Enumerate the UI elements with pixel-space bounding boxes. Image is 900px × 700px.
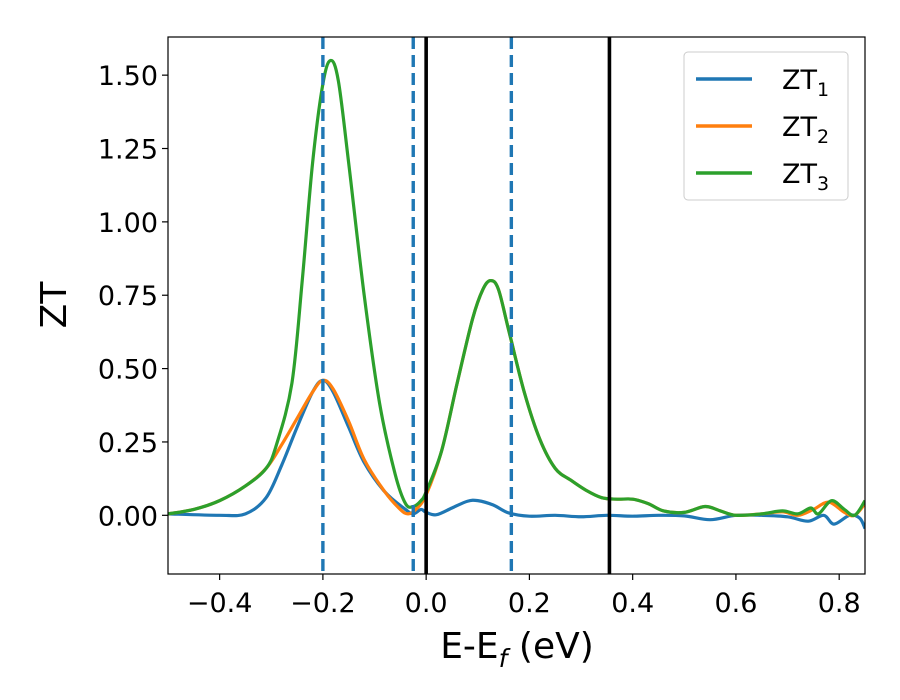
x-axis-label: E-Ef (eV) (440, 626, 594, 673)
y-tick-label: 1.25 (98, 135, 158, 166)
x-tick-label: 0.2 (508, 588, 551, 619)
plot-lines-layer (168, 58, 865, 530)
x-tick-label: 0.0 (405, 588, 448, 619)
x-tick-label: 0.8 (818, 588, 861, 619)
plot-area-frame (167, 36, 866, 575)
y-tick-label: 0.75 (98, 281, 158, 312)
x-tick-label: 0.4 (611, 588, 654, 619)
legend-label-zt3: ZT3 (782, 159, 829, 195)
x-tick-label: −0.2 (290, 588, 356, 619)
axis-ticks-layer: −0.4 −0.2 0.0 0.2 0.4 0.6 0.8 0.00 0.25 0.50 0.75 1… (98, 61, 861, 619)
y-axis-label: ZT (34, 281, 75, 329)
series-line-zt3 (168, 58, 865, 518)
y-tick-label: 1.50 (98, 61, 158, 92)
series-line-zt2 (168, 278, 865, 518)
vertical-markers-layer (321, 37, 612, 574)
legend-items: ZT1 ZT2 ZT3 (696, 65, 829, 195)
x-tick-label: 0.6 (714, 588, 757, 619)
y-tick-label: 0.00 (98, 501, 158, 532)
y-tick-label: 0.50 (98, 355, 158, 386)
legend: ZT1 ZT2 ZT3 (683, 51, 849, 201)
y-tick-label: 1.00 (98, 208, 158, 239)
legend-box (683, 51, 849, 201)
legend-label-zt1: ZT1 (782, 65, 829, 101)
y-tick-label: 0.25 (98, 428, 158, 459)
x-axis-label-main: E-E (440, 626, 498, 667)
x-axis-label-unit: (eV) (507, 626, 593, 667)
x-tick-label: −0.4 (187, 588, 253, 619)
legend-label-zt2: ZT2 (782, 112, 829, 148)
